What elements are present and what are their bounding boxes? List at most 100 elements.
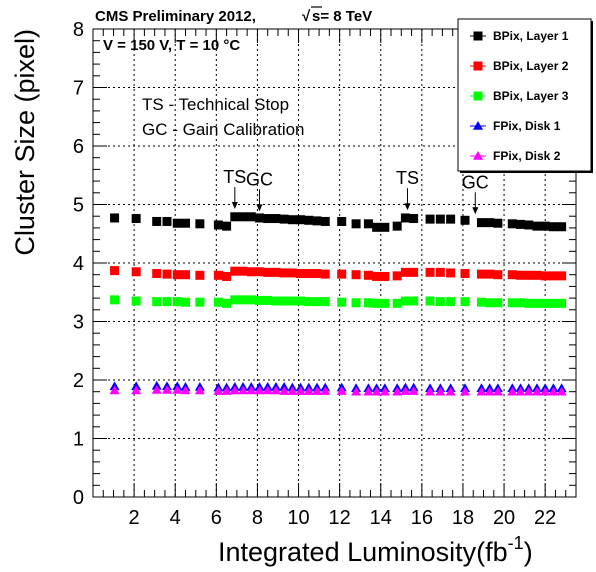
x-tick-label: 6 — [211, 507, 222, 529]
data-point — [425, 267, 435, 277]
x-tick-label: 18 — [452, 507, 474, 529]
data-point — [392, 298, 402, 308]
data-point — [363, 298, 373, 308]
data-point — [161, 384, 172, 394]
data-point — [312, 216, 322, 226]
data-point — [271, 214, 281, 224]
data-point — [351, 386, 362, 396]
data-point — [425, 296, 435, 306]
data-point — [229, 385, 240, 395]
data-point — [336, 386, 347, 395]
data-point — [162, 269, 172, 279]
data-point — [337, 269, 347, 279]
data-point — [230, 295, 240, 305]
data-point — [279, 296, 289, 306]
data-point — [507, 386, 518, 396]
x-tick-label: 10 — [287, 507, 309, 529]
data-point — [110, 295, 120, 305]
data-point — [460, 215, 470, 225]
data-point — [460, 297, 470, 307]
data-point — [295, 386, 306, 395]
data-point — [131, 296, 141, 306]
y-tick-label: 6 — [73, 136, 84, 158]
annotation-arrow-head — [404, 203, 411, 211]
x-axis-title-superscript: -1 — [508, 533, 524, 553]
data-point — [195, 297, 205, 307]
data-point — [409, 296, 419, 306]
data-point — [507, 298, 517, 308]
data-series — [109, 212, 567, 396]
data-point — [312, 297, 322, 307]
y-tick-label: 5 — [73, 195, 84, 217]
data-point — [151, 384, 162, 394]
data-point — [540, 386, 551, 396]
data-point — [221, 386, 232, 395]
legend: BPix, Layer 1 BPix, Layer 2 BPix, Layer 3 F… — [457, 18, 593, 173]
data-point — [485, 269, 495, 279]
data-point — [110, 213, 120, 223]
data-point — [320, 386, 331, 395]
y-tick-label: 3 — [73, 312, 84, 334]
data-point — [172, 297, 182, 307]
data-point — [296, 215, 306, 225]
data-point — [556, 386, 567, 396]
data-point — [172, 384, 183, 394]
annotation-label: GC — [462, 172, 489, 192]
data-point — [195, 270, 205, 280]
series-bpix-layer-3 — [110, 295, 567, 308]
data-point — [254, 385, 265, 395]
data-point — [246, 385, 257, 395]
data-point — [162, 297, 172, 307]
legend-marker — [473, 121, 483, 130]
data-point — [230, 212, 240, 222]
data-point — [287, 268, 297, 278]
data-point — [516, 270, 526, 280]
data-point — [540, 298, 550, 308]
data-point — [435, 267, 445, 277]
data-point — [435, 214, 445, 224]
data-point — [363, 219, 373, 229]
annotation-arrow-head — [472, 207, 479, 215]
data-point — [195, 219, 205, 229]
data-point — [516, 219, 526, 229]
data-point — [400, 386, 411, 395]
data-point — [446, 268, 456, 278]
data-point — [351, 270, 361, 280]
data-point — [337, 216, 347, 226]
data-point — [180, 297, 190, 307]
data-point — [507, 219, 517, 229]
data-point — [131, 214, 141, 224]
data-point — [254, 295, 264, 305]
annotation-label: TS — [396, 168, 419, 188]
data-point — [172, 270, 182, 280]
data-point — [531, 386, 542, 396]
data-point — [263, 267, 273, 277]
conditions-label: V = 150 V, T = 10 °C — [103, 37, 240, 54]
y-axis-title: Cluster Size (pixel) — [10, 29, 40, 256]
data-point — [180, 385, 191, 395]
data-point — [380, 271, 390, 281]
data-point — [548, 298, 558, 308]
data-point — [484, 386, 495, 396]
data-point — [230, 266, 240, 276]
data-point — [296, 269, 306, 279]
data-point — [303, 386, 314, 395]
data-point — [287, 296, 297, 306]
data-point — [435, 297, 445, 307]
data-point — [380, 222, 390, 232]
data-point — [523, 386, 534, 396]
data-point — [400, 213, 410, 223]
data-point — [485, 298, 495, 308]
data-point — [213, 297, 223, 307]
data-point — [222, 221, 232, 231]
event-annotations: TS GC TS GC — [223, 167, 489, 215]
data-point — [131, 385, 142, 395]
data-point — [238, 295, 248, 305]
y-tick-label: 8 — [73, 19, 84, 41]
data-point — [180, 218, 190, 228]
y-tick-label: 0 — [73, 487, 84, 509]
annotation-arrow-head — [231, 202, 238, 210]
note-ts: TS - Technical Stop — [142, 95, 289, 114]
